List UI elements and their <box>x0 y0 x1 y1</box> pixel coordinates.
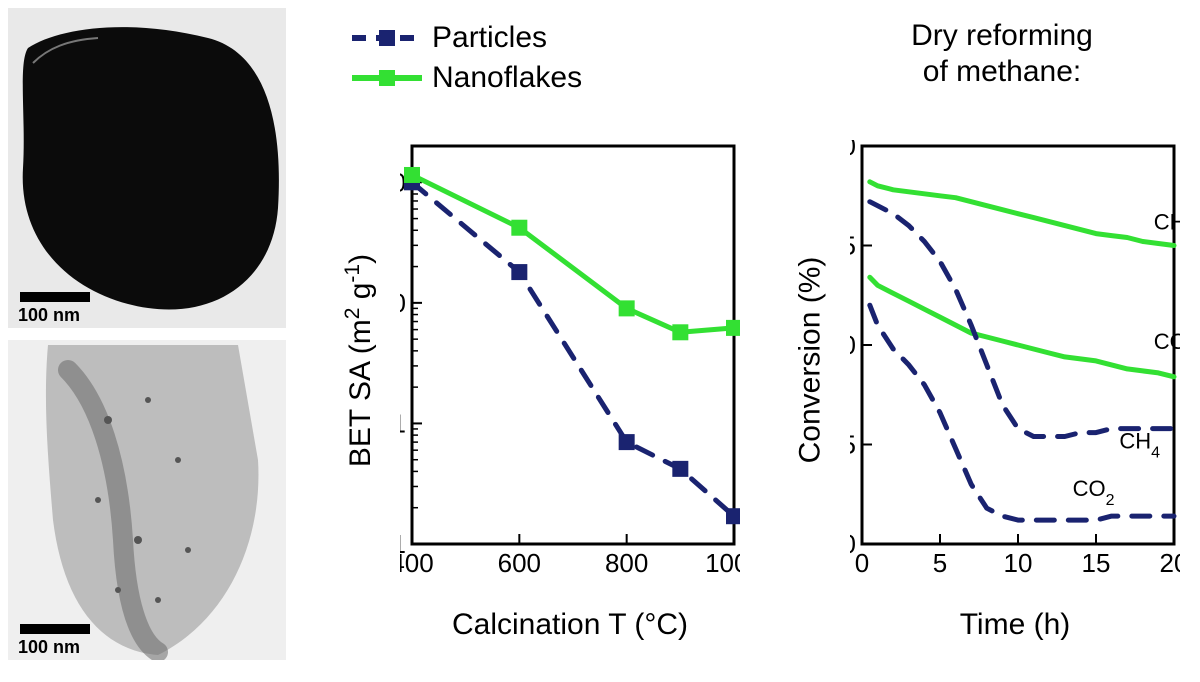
svg-text:1000: 1000 <box>705 548 740 578</box>
bet-chart-ylabel: BET SA (m2 g-1) <box>340 140 380 580</box>
svg-text:800: 800 <box>605 548 648 578</box>
scalebar-bottom <box>20 624 90 634</box>
legend-label-nanoflakes: Nanoflakes <box>432 61 582 95</box>
bet-chart-svg: 40060080010000.1110100 <box>400 140 740 580</box>
svg-text:25: 25 <box>850 430 856 460</box>
svg-text:15: 15 <box>1082 548 1111 578</box>
svg-text:50: 50 <box>850 330 856 360</box>
legend-swatch-nanoflakes <box>352 66 422 90</box>
legend: Particles Nanoflakes <box>352 18 582 98</box>
svg-text:10: 10 <box>400 288 406 318</box>
legend-item-nanoflakes: Nanoflakes <box>352 58 582 98</box>
figure-root: 100 nm 100 nm Particles Nanoflakes <box>0 0 1200 682</box>
tem-image-top: 100 nm <box>8 8 286 328</box>
tem-image-bottom: 100 nm <box>8 340 286 660</box>
svg-text:CO2: CO2 <box>1154 329 1180 362</box>
svg-text:75: 75 <box>850 231 856 261</box>
right-title-line2: of methane: <box>923 55 1081 88</box>
tem-top-svg <box>8 8 286 328</box>
svg-text:CH4: CH4 <box>1119 428 1160 461</box>
svg-text:CO2: CO2 <box>1073 476 1115 509</box>
bet-chart-xlabel: Calcination T (°C) <box>400 608 740 642</box>
legend-item-particles: Particles <box>352 18 582 58</box>
scalebar-label-bottom: 100 nm <box>18 637 80 658</box>
svg-text:CH4: CH4 <box>1154 210 1180 243</box>
legend-swatch-particles <box>352 26 422 50</box>
legend-label-particles: Particles <box>432 21 547 55</box>
svg-text:5: 5 <box>933 548 947 578</box>
svg-text:10: 10 <box>1004 548 1033 578</box>
svg-text:0.1: 0.1 <box>400 529 406 559</box>
right-title-line1: Dry reforming <box>911 19 1093 52</box>
right-chart-title: Dry reforming of methane: <box>822 18 1182 90</box>
conversion-chart-ylabel: Conversion (%) <box>790 140 830 580</box>
scalebar-label-top: 100 nm <box>18 305 80 326</box>
svg-text:0: 0 <box>855 548 869 578</box>
svg-text:600: 600 <box>498 548 541 578</box>
svg-text:0: 0 <box>850 529 856 559</box>
conversion-chart-svg: 051015200255075100CH4CO2CH4CO2 <box>850 140 1180 580</box>
conversion-chart: Conversion (%) 051015200255075100CH4CO2C… <box>850 140 1180 580</box>
svg-text:1: 1 <box>400 408 406 438</box>
bet-sa-chart: BET SA (m2 g-1) 40060080010000.1110100 C… <box>400 140 740 580</box>
scalebar-top <box>20 292 90 302</box>
svg-text:20: 20 <box>1160 548 1180 578</box>
conversion-chart-xlabel: Time (h) <box>850 608 1180 642</box>
svg-text:100: 100 <box>850 140 856 161</box>
tem-bottom-svg <box>8 340 286 660</box>
